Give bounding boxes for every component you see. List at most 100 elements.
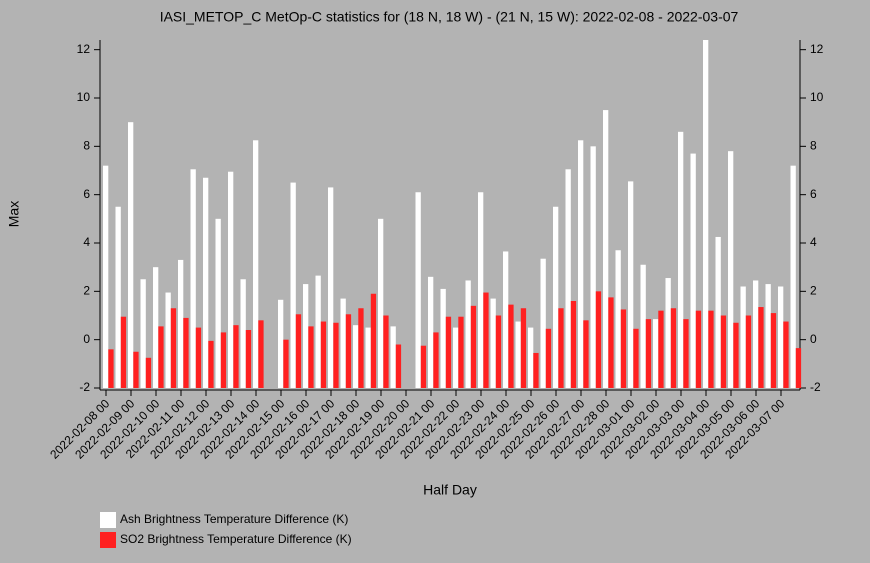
bar bbox=[170, 308, 177, 388]
bar bbox=[445, 316, 452, 388]
bar bbox=[208, 340, 214, 388]
bar bbox=[303, 284, 309, 388]
bar bbox=[458, 316, 464, 388]
bar bbox=[290, 182, 296, 388]
y-tick-label: 10 bbox=[77, 90, 91, 104]
bar bbox=[570, 301, 577, 388]
y-tick-label: 12 bbox=[77, 42, 91, 56]
bar bbox=[358, 308, 364, 388]
bar bbox=[628, 181, 634, 388]
bar bbox=[633, 328, 639, 388]
legend-swatch bbox=[100, 532, 116, 548]
bar bbox=[515, 321, 521, 388]
bar bbox=[140, 279, 146, 388]
y2-tick-label: 12 bbox=[810, 42, 824, 56]
bar bbox=[795, 348, 802, 388]
bar bbox=[128, 122, 134, 389]
bar bbox=[783, 321, 789, 388]
bar bbox=[178, 259, 184, 388]
bar bbox=[378, 218, 384, 388]
bar bbox=[595, 291, 602, 388]
y-tick-label: 6 bbox=[83, 187, 90, 201]
bar bbox=[240, 279, 246, 388]
bar bbox=[715, 236, 721, 388]
bar bbox=[583, 320, 589, 388]
bar bbox=[495, 315, 502, 388]
bar bbox=[103, 165, 109, 388]
y2-tick-label: 4 bbox=[810, 235, 817, 249]
bar bbox=[645, 319, 652, 388]
bar bbox=[115, 206, 121, 388]
bar bbox=[758, 307, 764, 388]
bar bbox=[490, 298, 496, 388]
bar bbox=[428, 276, 434, 388]
bar bbox=[708, 310, 714, 388]
bar bbox=[558, 308, 564, 388]
bar bbox=[220, 332, 227, 388]
bar bbox=[145, 357, 152, 388]
y-tick-label: -2 bbox=[79, 380, 90, 394]
y2-tick-label: 2 bbox=[810, 284, 817, 298]
bar bbox=[345, 314, 352, 388]
bar bbox=[308, 326, 314, 388]
bar bbox=[295, 314, 302, 388]
bar bbox=[590, 146, 596, 388]
bar bbox=[383, 315, 389, 388]
bar bbox=[108, 349, 114, 388]
bar bbox=[728, 151, 734, 388]
bar bbox=[620, 309, 627, 388]
bar bbox=[253, 140, 259, 388]
bar bbox=[508, 304, 514, 388]
bar bbox=[483, 292, 489, 388]
bar bbox=[683, 319, 689, 388]
bar bbox=[183, 317, 189, 388]
bar bbox=[665, 278, 671, 388]
bar bbox=[778, 286, 784, 388]
bar bbox=[258, 320, 264, 388]
bar bbox=[453, 327, 459, 388]
bar bbox=[478, 192, 484, 388]
legend-swatch bbox=[100, 512, 116, 528]
bar bbox=[690, 153, 696, 388]
bar bbox=[153, 267, 159, 388]
bar bbox=[603, 110, 609, 388]
bar bbox=[765, 284, 771, 388]
bar bbox=[133, 351, 139, 388]
bar bbox=[753, 280, 759, 388]
y2-tick-label: 10 bbox=[810, 90, 824, 104]
bar bbox=[540, 258, 546, 388]
bar bbox=[465, 280, 471, 388]
bar bbox=[328, 187, 334, 388]
bar bbox=[420, 345, 427, 388]
bar bbox=[578, 140, 584, 388]
bar bbox=[283, 339, 289, 388]
bar bbox=[340, 298, 346, 388]
bar bbox=[608, 297, 614, 388]
y2-tick-label: 0 bbox=[810, 332, 817, 346]
bar bbox=[158, 326, 164, 388]
bar bbox=[120, 316, 127, 388]
bar bbox=[695, 310, 702, 388]
bar bbox=[245, 330, 252, 388]
bar bbox=[215, 218, 221, 388]
y-axis-label: Max bbox=[6, 201, 22, 227]
bar bbox=[740, 286, 746, 388]
bar bbox=[528, 327, 534, 388]
y-tick-label: 0 bbox=[83, 332, 90, 346]
bar bbox=[433, 332, 439, 388]
bar bbox=[228, 171, 234, 388]
bar bbox=[503, 251, 509, 388]
bar bbox=[703, 40, 709, 388]
legend-label: Ash Brightness Temperature Difference (K… bbox=[120, 512, 348, 526]
bar bbox=[790, 165, 796, 388]
chart-title: IASI_METOP_C MetOp-C statistics for (18 … bbox=[160, 9, 739, 25]
bar bbox=[203, 177, 209, 388]
bar bbox=[770, 313, 777, 388]
bar bbox=[553, 206, 559, 388]
bar bbox=[733, 322, 739, 388]
bar bbox=[658, 310, 664, 388]
bar bbox=[440, 288, 446, 388]
bar bbox=[678, 131, 684, 389]
bar bbox=[353, 325, 359, 388]
